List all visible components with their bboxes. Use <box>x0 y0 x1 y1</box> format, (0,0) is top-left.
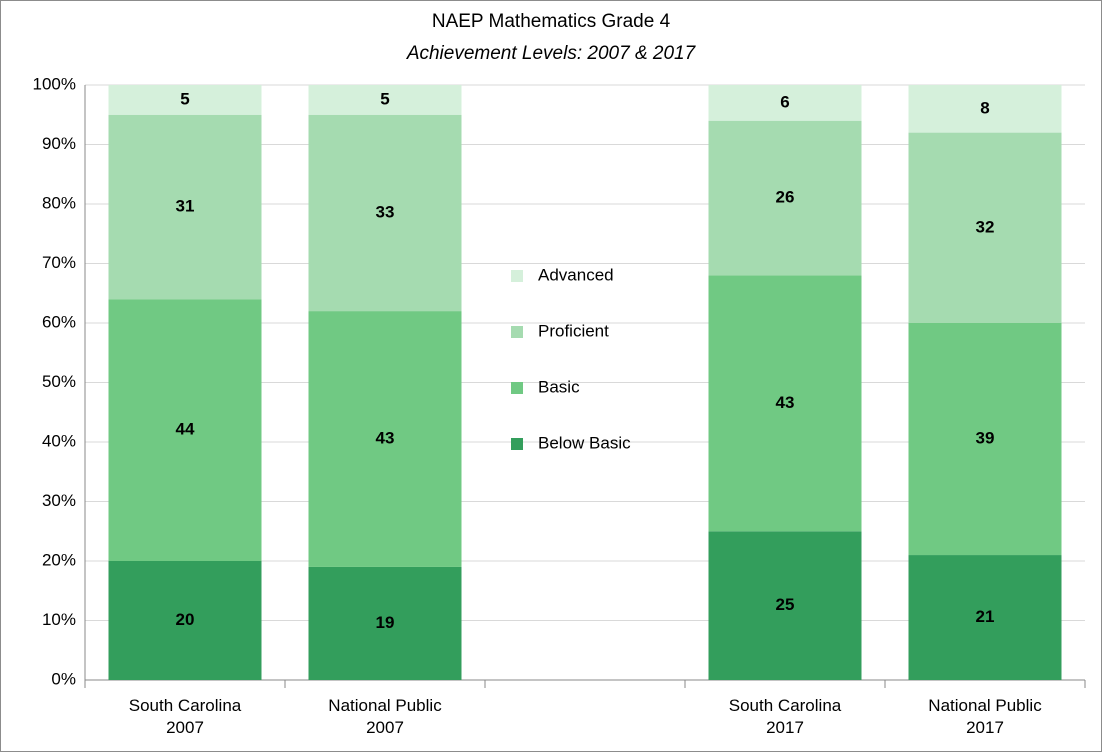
data-label: 8 <box>980 98 989 117</box>
bar-segment <box>708 120 862 276</box>
data-label: 32 <box>976 217 995 236</box>
data-label: 20 <box>176 610 195 629</box>
bar-segment <box>308 311 462 567</box>
data-label: 25 <box>776 595 795 614</box>
data-label: 44 <box>176 420 195 439</box>
legend-swatch <box>511 382 523 394</box>
bar-segment <box>108 85 262 115</box>
legend-label: Proficient <box>538 321 609 340</box>
data-label: 5 <box>380 89 389 108</box>
y-tick-label: 80% <box>42 193 76 212</box>
y-tick-label: 60% <box>42 312 76 331</box>
bar-segment <box>108 114 262 300</box>
chart-subtitle: Achievement Levels: 2007 & 2017 <box>406 43 697 64</box>
legend-swatch <box>511 326 523 338</box>
bar-segment <box>308 566 462 680</box>
x-tick-label: National Public 2017 <box>928 696 1042 737</box>
data-label: 19 <box>376 613 395 632</box>
bar-segment <box>108 299 262 561</box>
data-label: 21 <box>976 607 995 626</box>
y-tick-label: 0% <box>51 669 76 688</box>
data-label: 43 <box>776 393 795 412</box>
data-label: 31 <box>176 196 195 215</box>
bar-segment <box>708 531 862 680</box>
legend-swatch <box>511 270 523 282</box>
bar-segment <box>108 561 262 680</box>
x-tick-label: South Carolina 2007 <box>128 696 242 737</box>
data-label: 6 <box>780 92 789 111</box>
bar-segment <box>308 85 462 115</box>
chart-title: NAEP Mathematics Grade 4 <box>432 11 671 32</box>
data-label: 43 <box>376 429 395 448</box>
bar-segment <box>908 555 1062 680</box>
y-tick-label: 70% <box>42 253 76 272</box>
bar-segment <box>908 132 1062 323</box>
y-tick-label: 50% <box>42 372 76 391</box>
x-tick-label: South Carolina 2017 <box>728 696 842 737</box>
bar-segment <box>708 275 862 532</box>
data-label: 33 <box>376 202 395 221</box>
legend-label: Below Basic <box>538 433 631 452</box>
data-label: 5 <box>180 89 189 108</box>
bar-segment <box>908 85 1062 133</box>
bar-segment <box>308 114 462 312</box>
y-tick-label: 10% <box>42 610 76 629</box>
legend-swatch <box>511 438 523 450</box>
legend-label: Advanced <box>538 265 614 284</box>
legend-label: Basic <box>538 377 580 396</box>
y-tick-label: 20% <box>42 550 76 569</box>
y-tick-label: 90% <box>42 134 76 153</box>
y-tick-label: 30% <box>42 491 76 510</box>
x-tick-label: National Public 2007 <box>328 696 442 737</box>
data-label: 26 <box>776 188 795 207</box>
bar-segment <box>708 85 862 121</box>
y-tick-label: 100% <box>33 74 76 93</box>
data-label: 39 <box>976 429 995 448</box>
bar-segment <box>908 323 1062 556</box>
y-tick-label: 40% <box>42 431 76 450</box>
